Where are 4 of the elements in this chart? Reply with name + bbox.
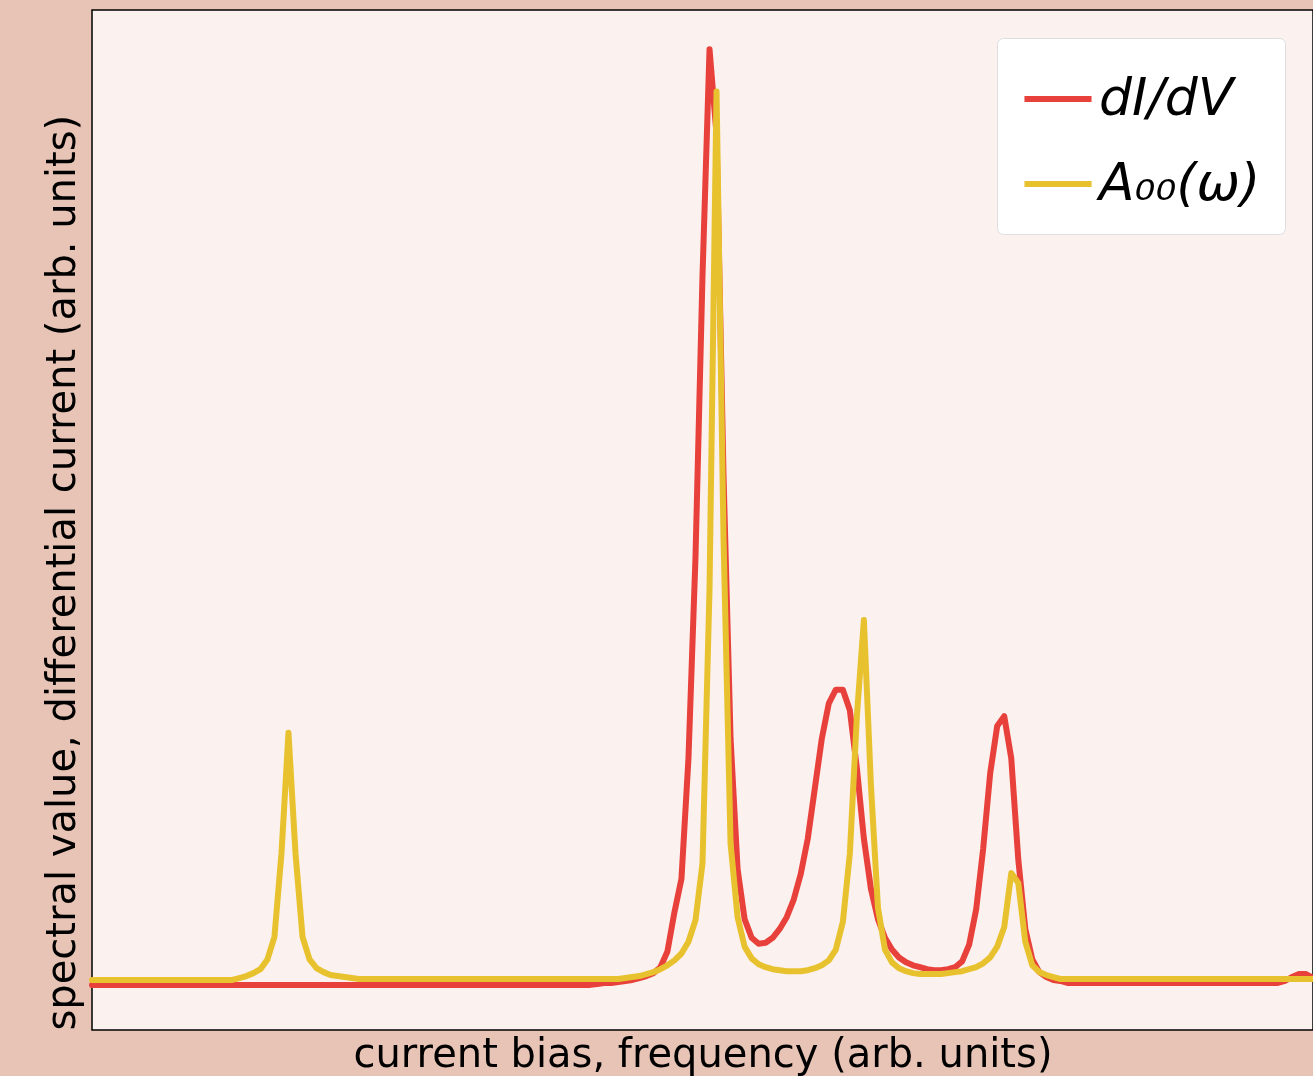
x-axis-title: current bias, frequency (arb. units) — [353, 1029, 1053, 1076]
legend-label: dI/dV — [1099, 67, 1237, 127]
legend-label: A₀₀(ω) — [1096, 152, 1261, 212]
y-axis-title: spectral value, differential current (arb. units) — [37, 114, 84, 1031]
